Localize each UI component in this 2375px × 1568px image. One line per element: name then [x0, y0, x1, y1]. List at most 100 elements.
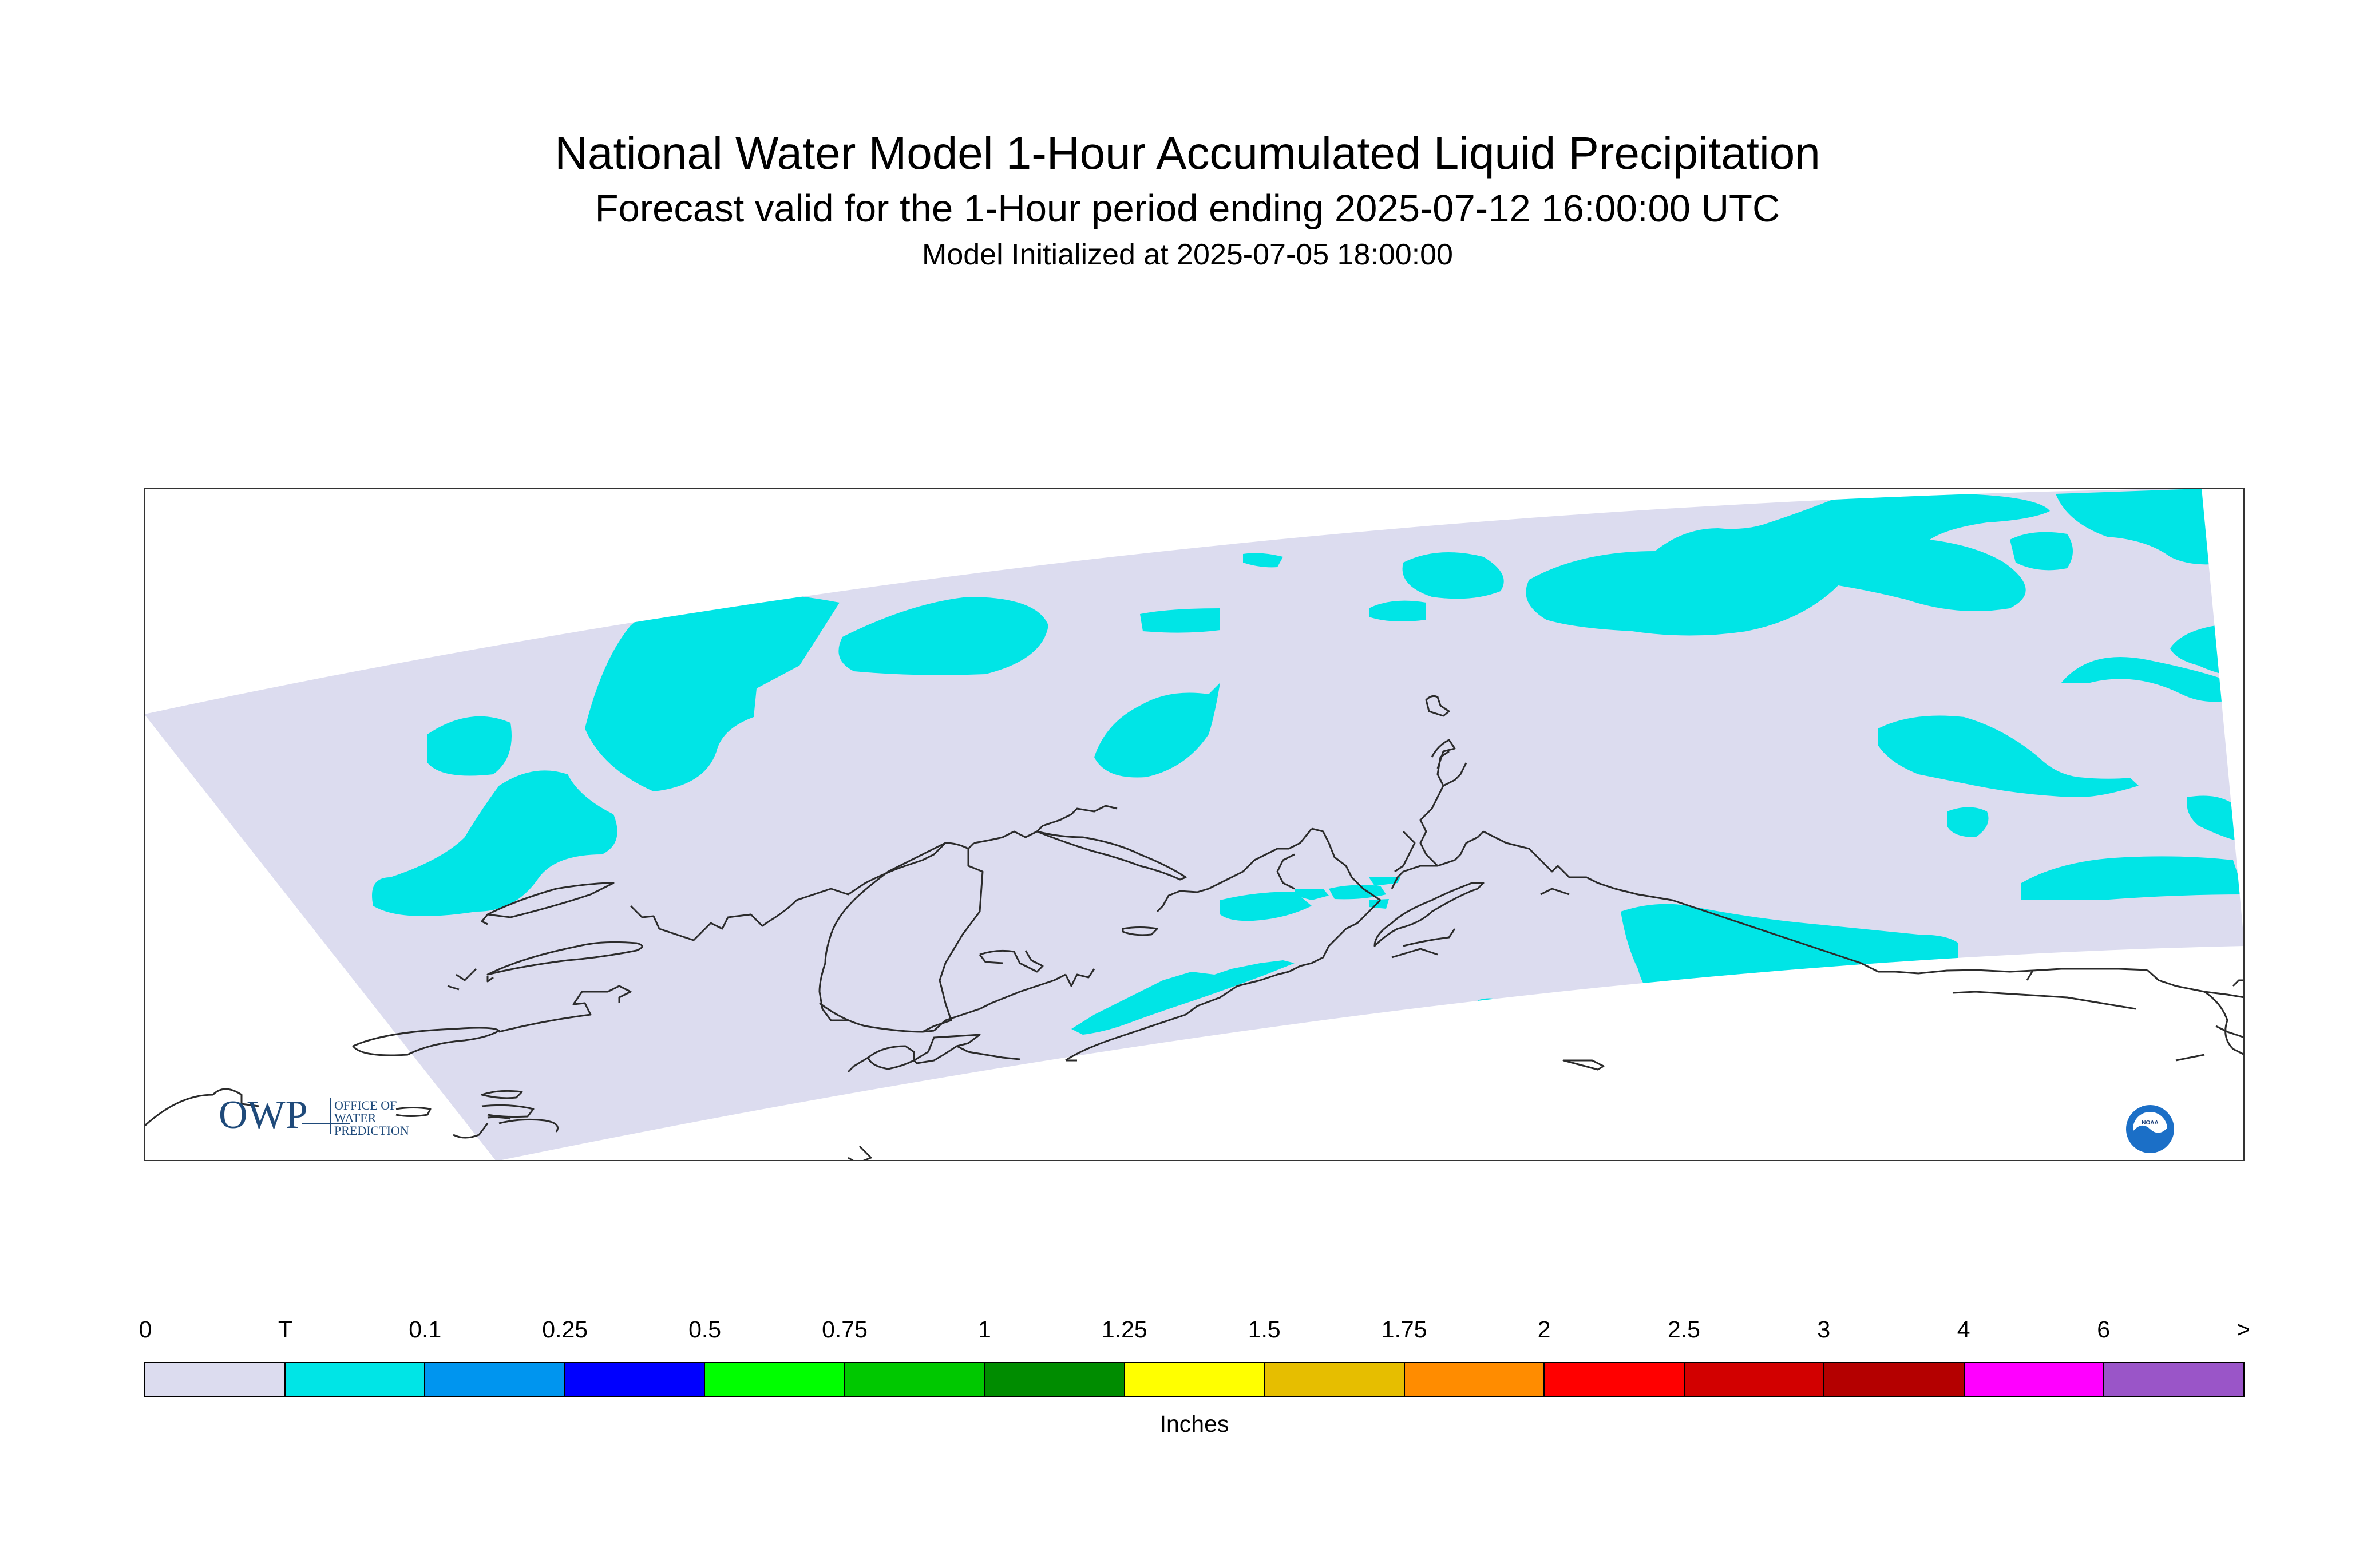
legend-tick-label: 0.75	[822, 1316, 868, 1343]
color-legend: 0 T 0.1 0.25 0.5 0.75 1 1.25 1.5 1.75 2 2.5 3 4 6 > Inc…	[139, 1316, 2250, 1448]
coastline	[1300, 899, 1382, 967]
legend-swatch	[1964, 1363, 2105, 1396]
legend-tick-label: 4	[1957, 1316, 1970, 1343]
precip-area	[2187, 795, 2245, 843]
coastline	[498, 1118, 559, 1133]
map-title: National Water Model 1-Hour Accumulated …	[555, 128, 1820, 179]
precip-area	[1369, 877, 1400, 886]
coastline	[1562, 1059, 1605, 1071]
owp-logo-line2: WATER	[334, 1111, 377, 1125]
coastline	[1403, 928, 1456, 947]
coastline	[486, 882, 615, 918]
precip-area	[1094, 683, 1220, 778]
coastline	[486, 976, 494, 983]
coastline	[1276, 853, 1295, 890]
legend-tick-label: 0.5	[688, 1316, 722, 1343]
precip-area	[1890, 740, 1941, 761]
coastline	[1689, 905, 1895, 973]
precip-area	[1402, 552, 1504, 599]
legend-tick-label: T	[278, 1316, 292, 1343]
model-init-time: Model Initialized at 2025-07-05 18:00:00	[922, 238, 1453, 271]
owp-logo-line1: OFFICE OF	[334, 1098, 397, 1112]
coastline	[818, 842, 946, 1021]
legend-tick-label: >	[2237, 1316, 2250, 1343]
coastline	[973, 819, 1060, 844]
coastline	[2175, 1054, 2205, 1062]
coastline	[1952, 991, 2136, 1010]
precip-area	[1947, 807, 1989, 837]
precip-area	[372, 770, 618, 916]
precip-area	[2061, 657, 2233, 702]
coastline	[456, 968, 477, 981]
coastline	[2232, 979, 2245, 987]
legend-tick-label: 0.25	[542, 1316, 588, 1343]
precip-area	[585, 592, 840, 791]
coastline	[1394, 830, 1416, 873]
owp-logo: OWP OFFICE OF WATER PREDICTION	[219, 1093, 409, 1138]
coastline	[867, 1045, 915, 1070]
coastline	[2204, 991, 2245, 1056]
coastline	[1431, 739, 1456, 769]
legend-tick-label: 1.25	[1101, 1316, 1147, 1343]
legend-tick-label: 1.5	[1248, 1316, 1281, 1343]
noaa-logo-text: NOAA	[2142, 1120, 2158, 1126]
coastline	[819, 1002, 935, 1033]
precip-area	[1071, 960, 1295, 1035]
coastline	[1373, 882, 1485, 947]
coastline	[1425, 695, 1450, 717]
legend-swatch	[285, 1363, 426, 1396]
owp-logo-line3: PREDICTION	[334, 1123, 409, 1138]
precip-area	[1878, 715, 2139, 797]
legend-swatch	[1125, 1363, 1265, 1396]
coastline	[486, 941, 643, 976]
legend-swatch	[845, 1363, 985, 1396]
legend-swatch	[1824, 1363, 1965, 1396]
precipitation-map: OWP OFFICE OF WATER PREDICTION NOAA	[144, 488, 2245, 1161]
precip-area	[428, 716, 512, 776]
legend-swatch	[1265, 1363, 1405, 1396]
legend-swatch	[425, 1363, 565, 1396]
coastline	[1156, 870, 1244, 913]
coastlines	[144, 695, 2245, 1161]
coastline	[1065, 965, 1301, 1062]
map-subtitle: Forecast valid for the 1-Hour period end…	[595, 187, 1780, 230]
legend-swatch	[2104, 1363, 2243, 1396]
legend-swatch	[565, 1363, 706, 1396]
map-frame	[144, 488, 2245, 1161]
precip-area	[1295, 889, 1329, 900]
coastline	[1539, 859, 1616, 890]
coastline	[1122, 926, 1158, 936]
legend-tick-label: 1.75	[1381, 1316, 1427, 1343]
legend-swatch	[1545, 1363, 1685, 1396]
coastline	[1483, 830, 1542, 861]
coastline	[1059, 805, 1118, 821]
coastline	[1895, 968, 2148, 975]
legend-color-bar	[144, 1362, 2245, 1397]
coastline	[1419, 797, 1439, 867]
coastline	[1614, 888, 1690, 907]
legend-tick-label: 0.1	[409, 1316, 442, 1343]
coastline	[933, 973, 1066, 1032]
precip-area	[2021, 856, 2245, 900]
coastline	[2146, 969, 2245, 999]
precip-area	[2010, 532, 2073, 571]
legend-swatch	[705, 1363, 845, 1396]
coastline	[1311, 827, 1381, 901]
coastline	[144, 1088, 259, 1127]
coastline	[913, 1034, 981, 1064]
coastline	[498, 985, 632, 1033]
coastline	[352, 1027, 500, 1056]
coastline	[481, 1104, 535, 1118]
coastline	[630, 905, 660, 929]
noaa-logo: NOAA	[2126, 1105, 2174, 1153]
legend-swatch	[1404, 1363, 1545, 1396]
coastline	[1242, 828, 1313, 873]
coastline	[922, 849, 984, 1033]
precip-area	[1243, 553, 1283, 568]
coastline	[395, 1107, 432, 1117]
precip-area	[1369, 600, 1426, 622]
legend-swatch	[985, 1363, 1125, 1396]
coastline	[979, 954, 1003, 964]
legend-tick-label: 6	[2097, 1316, 2110, 1343]
legend-units-label: Inches	[1159, 1411, 1229, 1437]
